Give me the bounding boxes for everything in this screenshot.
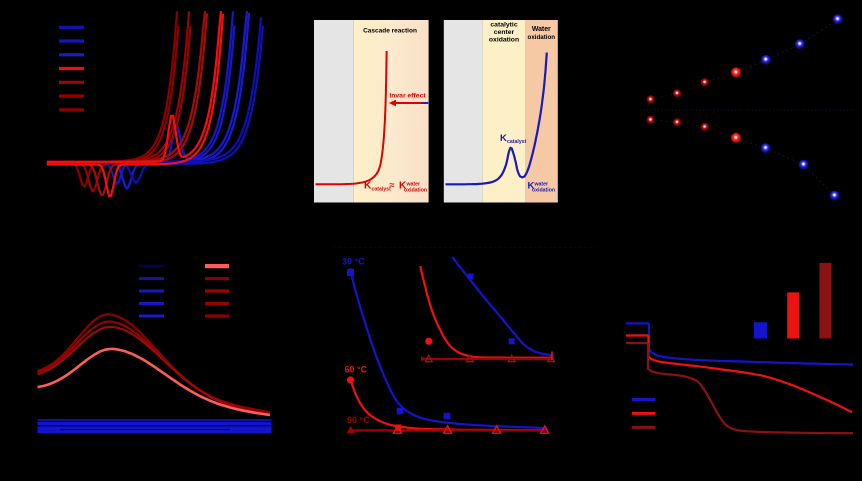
- svg-text:catalyst: catalyst: [507, 139, 527, 145]
- svg-text:Invar effect: Invar effect: [389, 92, 426, 99]
- svg-text:catalytic: catalytic: [490, 22, 517, 29]
- svg-text:oxidation: oxidation: [489, 36, 519, 43]
- svg-text:K: K: [399, 181, 407, 192]
- svg-text:K: K: [364, 181, 372, 192]
- svg-text:≈: ≈: [390, 180, 395, 190]
- svg-text:Cascade reaction: Cascade reaction: [363, 27, 417, 34]
- svg-text:center: center: [494, 29, 515, 36]
- svg-text:30 °C: 30 °C: [342, 257, 365, 267]
- svg-text:catalyst: catalyst: [372, 187, 392, 193]
- svg-text:Water: Water: [532, 26, 551, 33]
- svg-text:water: water: [406, 182, 421, 188]
- svg-text:water: water: [534, 182, 549, 188]
- svg-text:90 °C: 90 °C: [347, 415, 370, 425]
- svg-text:oxidation: oxidation: [404, 188, 427, 194]
- svg-text:oxidation: oxidation: [532, 188, 555, 194]
- svg-text:60 °C: 60 °C: [345, 365, 368, 375]
- svg-text:K: K: [528, 181, 535, 192]
- svg-text:oxidation: oxidation: [528, 34, 556, 41]
- svg-text:K: K: [500, 133, 507, 144]
